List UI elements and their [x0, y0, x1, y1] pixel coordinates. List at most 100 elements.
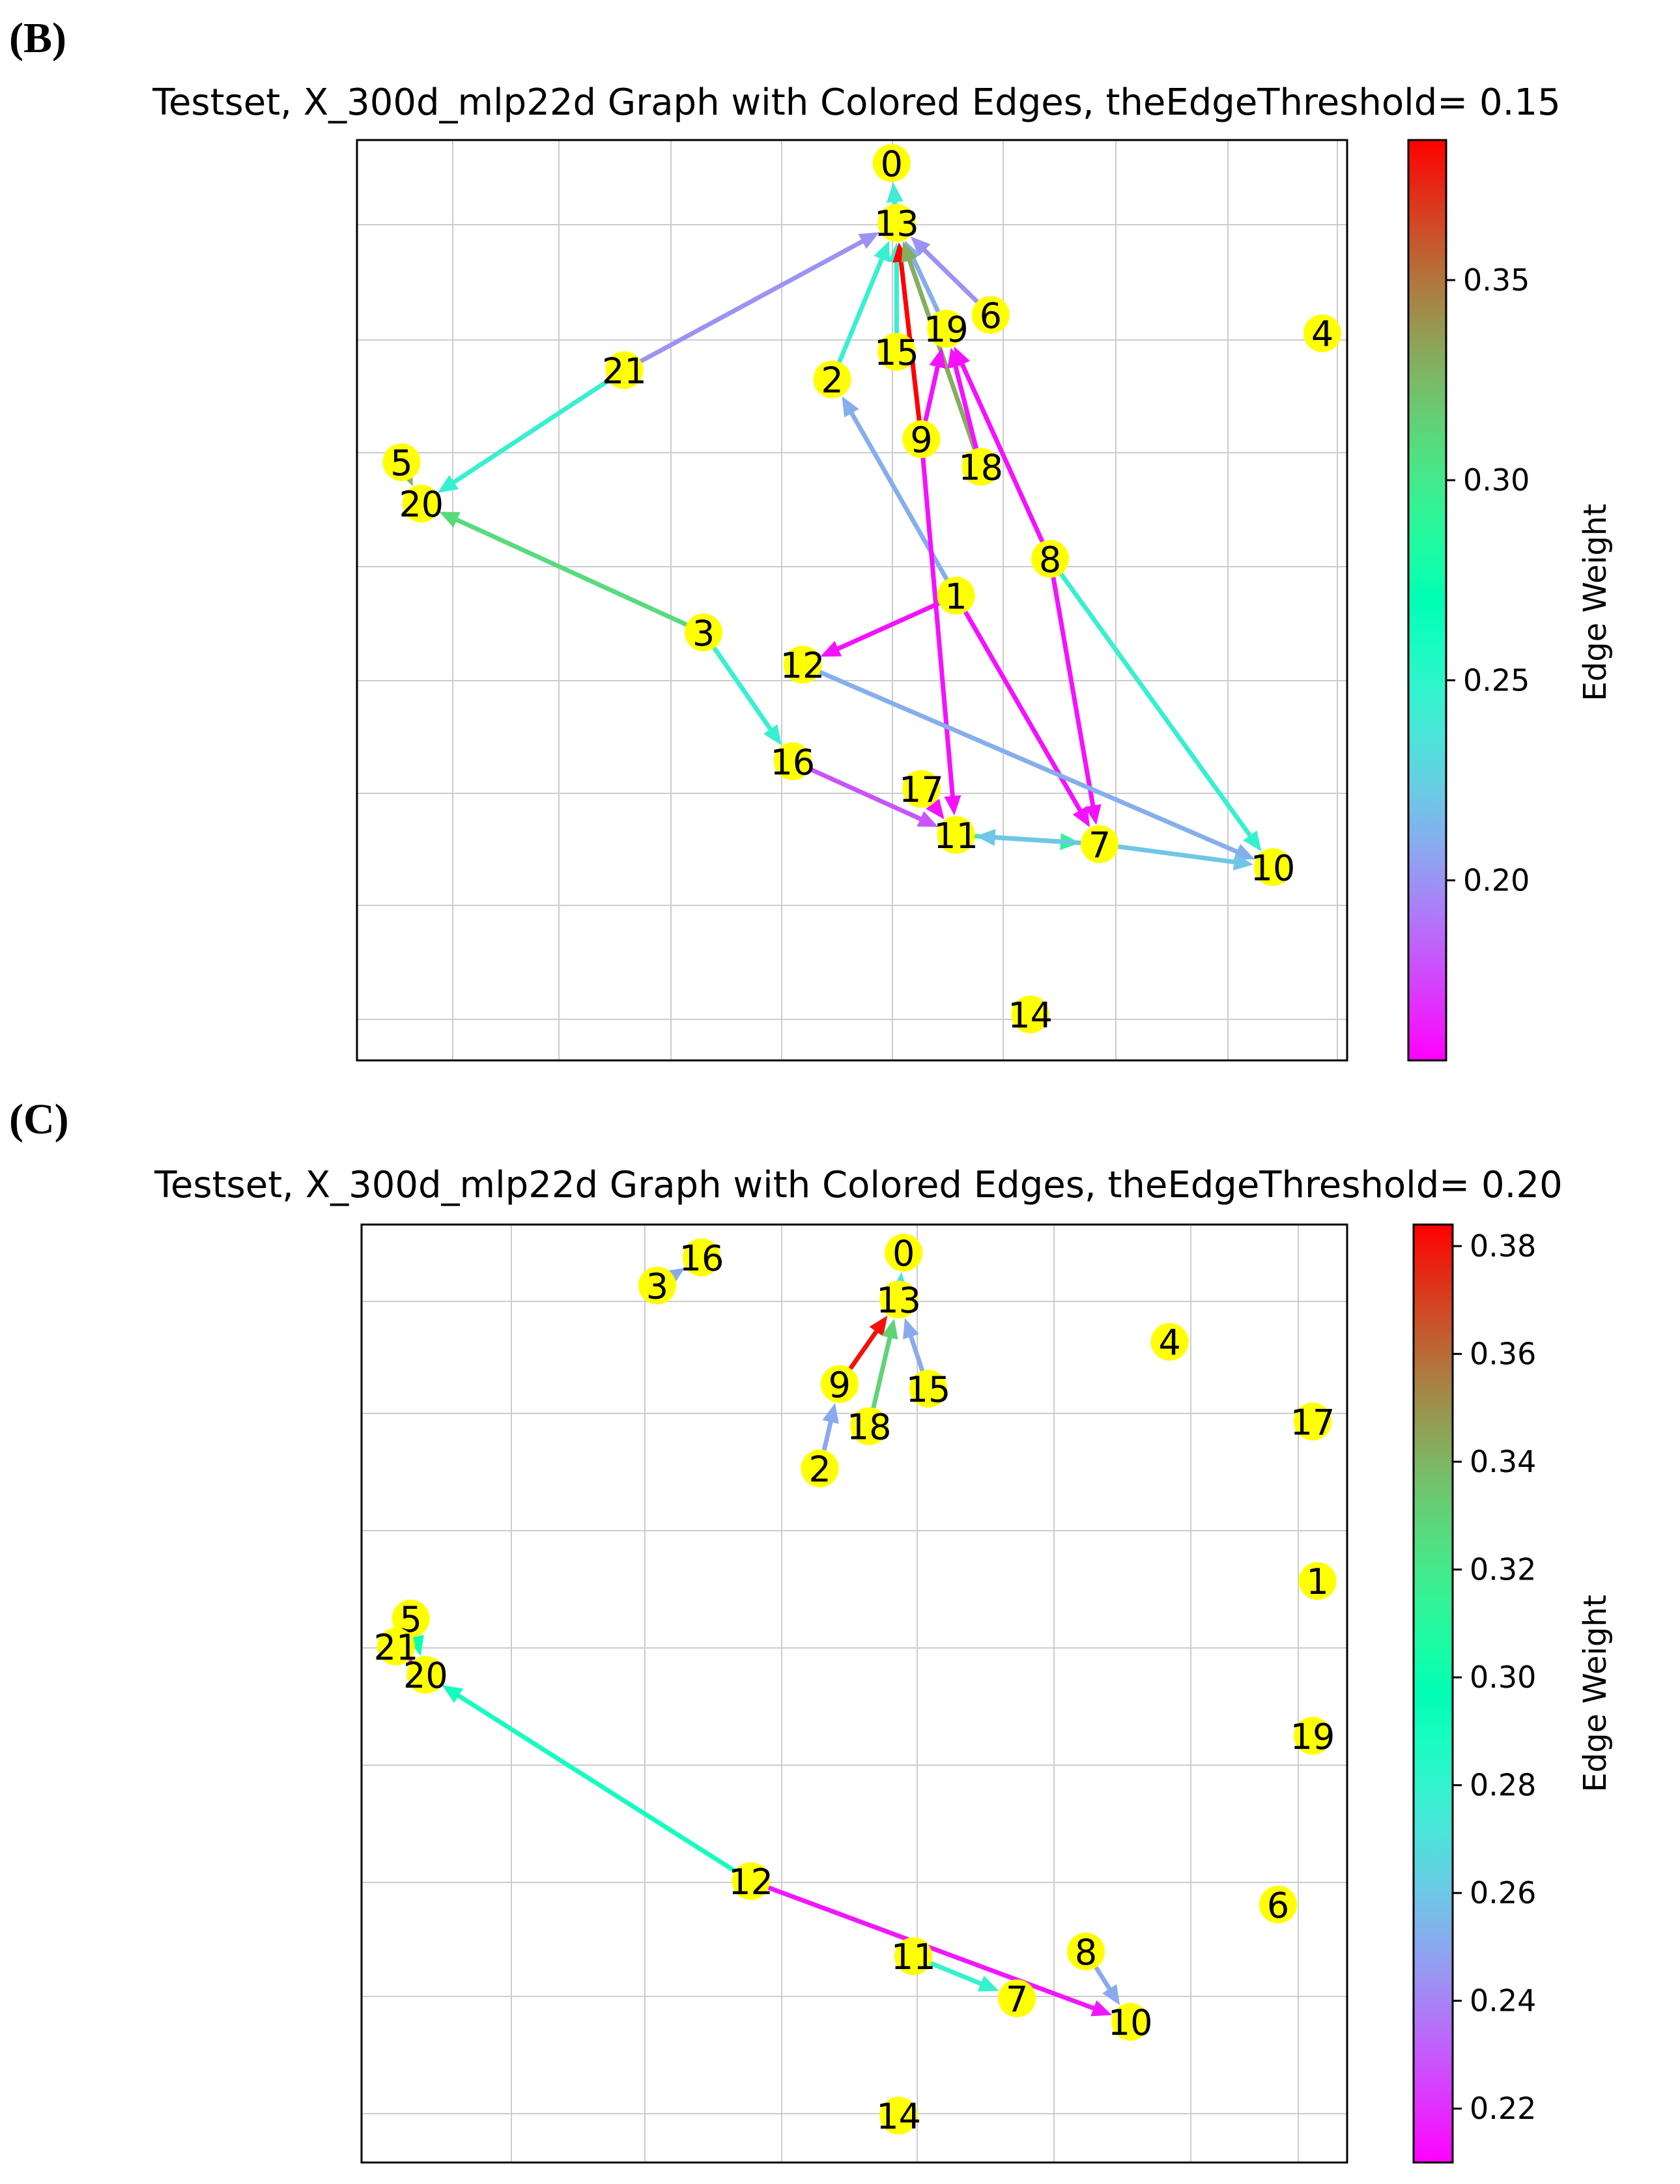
- edge-line: [929, 1961, 984, 1986]
- node-label: 2: [821, 360, 843, 401]
- edge-3-20: [439, 511, 689, 627]
- edge-arrowhead: [903, 1318, 919, 1340]
- node-4: 4: [1303, 314, 1341, 355]
- node-marker: [1081, 825, 1118, 863]
- node-marker: [927, 309, 965, 348]
- edge-12-20: [442, 1685, 737, 1873]
- node-label: 15: [874, 332, 919, 373]
- node-19: 19: [924, 309, 969, 350]
- node-label: 21: [374, 1627, 419, 1668]
- edge-8-7: [1051, 575, 1102, 825]
- edge-13-0: [886, 182, 904, 206]
- edge-arrowhead: [917, 811, 939, 827]
- edge-2-13: [837, 240, 890, 364]
- colorbar-tick-label: 0.30: [1463, 462, 1530, 498]
- colorbar-tick-label: 0.36: [1470, 1337, 1536, 1372]
- edge-arrowhead: [954, 347, 970, 368]
- node-marker: [685, 613, 722, 651]
- panel-c-colorbar-label: Edge Weight: [1577, 1595, 1614, 1792]
- node-0: 0: [872, 143, 911, 184]
- edge-arrowhead: [820, 640, 842, 657]
- node-marker: [1067, 1933, 1105, 1970]
- node-17: 17: [1290, 1402, 1335, 1443]
- node-14: 14: [876, 2096, 921, 2137]
- node-12: 12: [780, 645, 825, 686]
- node-marker: [937, 815, 975, 854]
- node-label: 3: [692, 613, 715, 654]
- node-14: 14: [1008, 995, 1053, 1036]
- node-label: 9: [829, 1365, 851, 1406]
- edge-21-20: [437, 378, 610, 493]
- node-label: 19: [924, 309, 969, 350]
- panel-b-grid: [357, 140, 1347, 1060]
- edge-1-12: [820, 601, 941, 657]
- node-13: 13: [874, 203, 919, 244]
- node-label: 20: [399, 484, 444, 525]
- edge-11-7: [929, 1961, 999, 1992]
- node-marker: [877, 332, 916, 371]
- node-label: 4: [1311, 314, 1333, 355]
- node-marker: [1150, 1323, 1189, 1361]
- node-3: 3: [685, 613, 722, 654]
- node-marker: [909, 1370, 947, 1408]
- edge-arrowhead: [881, 1318, 898, 1340]
- node-marker: [813, 360, 851, 399]
- edge-line: [992, 835, 1083, 845]
- node-5: 5: [382, 443, 421, 484]
- node-label: 21: [602, 350, 647, 391]
- node-marker: [1011, 995, 1049, 1034]
- node-marker: [971, 296, 1010, 334]
- edge-arrowhead: [901, 241, 918, 263]
- node-10: 10: [1108, 2002, 1153, 2043]
- node-label: 12: [780, 645, 825, 686]
- edge-12-10: [767, 1885, 1113, 2017]
- edge-arrowhead: [439, 511, 461, 528]
- edge-arrowhead: [442, 1685, 463, 1703]
- edge-line: [1051, 575, 1096, 808]
- node-label: 17: [899, 769, 944, 810]
- node-marker: [406, 1656, 445, 1694]
- node-12: 12: [728, 1862, 773, 1903]
- node-marker: [850, 1407, 889, 1445]
- edge-8-19: [954, 347, 1045, 544]
- panel-c-label: (C): [9, 1096, 69, 1143]
- edge-15-13: [903, 1318, 925, 1373]
- edge-9-11: [920, 456, 961, 815]
- node-marker: [1303, 314, 1341, 352]
- edge-arrowhead: [874, 240, 890, 262]
- node-label: 16: [679, 1238, 724, 1279]
- edge-arrowhead: [1090, 2000, 1113, 2017]
- node-6: 6: [971, 295, 1010, 336]
- panel-b: (B) Testset, X_300d_mlp22d Graph with Co…: [9, 14, 1614, 1062]
- node-label: 12: [728, 1862, 773, 1903]
- edge-arrowhead: [944, 795, 961, 815]
- edge-21-13: [639, 232, 880, 363]
- colorbar-tick-label: 0.34: [1470, 1444, 1536, 1479]
- node-7: 7: [998, 1979, 1036, 2020]
- node-label: 14: [876, 2096, 921, 2137]
- edge-arrowhead: [1102, 1984, 1120, 2006]
- colorbar-tick-label: 0.22: [1470, 2091, 1536, 2126]
- node-7: 7: [1081, 825, 1118, 866]
- node-label: 8: [1075, 1932, 1097, 1973]
- edge-18-13: [871, 1318, 898, 1410]
- panel-b-colorbar: 0.20 0.25 0.30 0.35: [1407, 139, 1530, 1062]
- colorbar-tick-label: 0.26: [1470, 1875, 1536, 1910]
- panel-b-edges: [397, 182, 1262, 871]
- edge-12-10: [818, 670, 1255, 860]
- node-8: 8: [1031, 539, 1069, 580]
- node-marker: [1298, 1562, 1337, 1600]
- node-label: 17: [1290, 1402, 1335, 1443]
- edge-8-10: [1059, 572, 1262, 851]
- panel-c: (C) Testset, X_300d_mlp22d Graph with Co…: [9, 1096, 1614, 2164]
- node-label: 15: [906, 1369, 951, 1410]
- node-label: 14: [1008, 995, 1053, 1036]
- node-marker: [801, 1449, 839, 1488]
- node-label: 6: [980, 295, 1002, 336]
- edge-arrowhead: [926, 799, 945, 819]
- node-2: 2: [813, 360, 851, 401]
- edge-7-10: [1117, 844, 1254, 871]
- edge-line: [821, 1419, 833, 1452]
